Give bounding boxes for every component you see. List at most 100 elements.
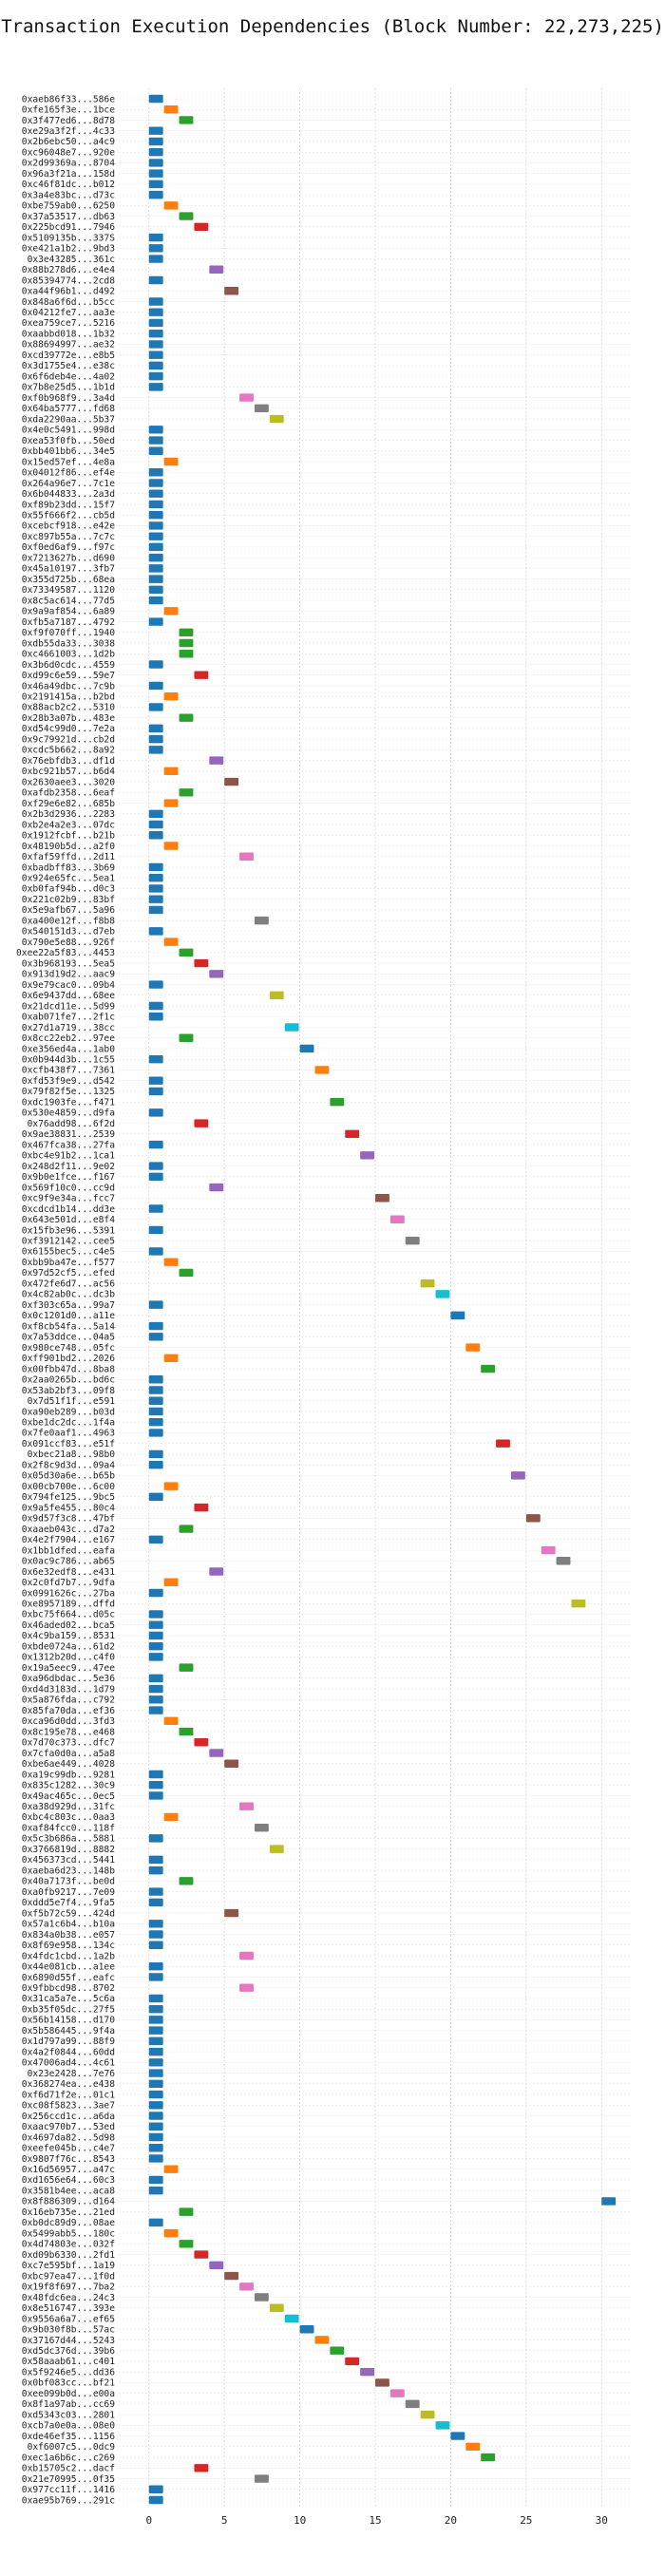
bar [179, 1268, 194, 1278]
bar [179, 638, 194, 648]
bar [194, 1503, 209, 1512]
bar [148, 895, 163, 903]
bar [148, 564, 163, 573]
y-tick-label: 0x6f6deb4e...4a02 [22, 371, 115, 382]
y-tick-label: 0x21dcd11e...5d99 [22, 1001, 115, 1012]
bar [148, 585, 163, 595]
bar [345, 2357, 360, 2366]
bars [148, 94, 617, 2505]
bar [209, 265, 224, 274]
bar [148, 831, 163, 840]
bar [148, 468, 163, 477]
x-tick-label: 5 [221, 2514, 228, 2527]
y-tick-label: 0x834a0b38...e057 [22, 1930, 115, 1941]
bar [239, 393, 254, 402]
bar [284, 2314, 299, 2323]
y-tick-label: 0x9e79cac0...09b4 [22, 980, 115, 991]
y-tick-label: 0x8c195e78...e468 [22, 1727, 115, 1737]
bar [209, 970, 224, 978]
bar [179, 788, 194, 797]
y-tick-label: 0x472fe6d7...ac56 [22, 1279, 115, 1289]
y-tick-label: 0xb15705c2...dacf [22, 2464, 115, 2474]
y-tick-label: 0xcd39772e...e8b5 [22, 350, 115, 361]
y-tick-label: 0x9556a6a7...ef65 [22, 2314, 115, 2324]
y-tick-label: 0x7fe0aaf1...4963 [22, 1429, 115, 1439]
y-tick-label: 0x2191415a...b2bd [22, 691, 115, 702]
bar [179, 1663, 194, 1672]
y-tick-label: 0xdb55da33...3038 [22, 638, 115, 649]
bar [148, 1535, 163, 1544]
y-tick-label: 0x9a9af854...6a89 [22, 607, 115, 617]
bar [163, 105, 179, 114]
y-tick-label: 0xa90eb289...b03d [22, 1407, 115, 1417]
y-tick-label: 0x48fdc6ea...24c3 [22, 2293, 115, 2303]
bar [148, 1247, 163, 1256]
y-tick-label: 0xcdc5b662...8a92 [22, 746, 115, 756]
bar [148, 724, 163, 733]
y-tick-label: 0xf6d71f2e...01c1 [22, 2090, 115, 2100]
bar [148, 1834, 163, 1843]
bar [209, 2261, 224, 2270]
y-tick-label: 0x1312b20d...c4f0 [22, 1653, 115, 1663]
y-tick-label: 0x88694997...ae32 [22, 340, 115, 350]
y-tick-label: 0xda2290aa...5b37 [22, 414, 115, 425]
bar [148, 308, 163, 316]
y-tick-label: 0x3e43285...361c [28, 255, 115, 265]
bar [254, 916, 269, 925]
y-tick-label: 0x3581b4ee...aca8 [22, 2186, 115, 2196]
bar [148, 1204, 163, 1213]
bar [148, 596, 163, 605]
y-tick-label: 0xc08f5823...3ae7 [22, 2101, 115, 2112]
y-tick-label: 0x8f1a97ab...cc69 [22, 2399, 115, 2410]
bar [148, 2112, 163, 2120]
bar [481, 1364, 496, 1373]
y-tick-label: 0x9fbbcd98...8702 [22, 1983, 115, 1994]
y-tick-label: 0x9a5fe455...80c4 [22, 1503, 115, 1513]
bar [224, 1759, 239, 1768]
bar [148, 500, 163, 509]
y-tick-label: 0xbe6ae449...4028 [22, 1759, 115, 1770]
y-tick-label: 0x00fbb47d...8ba8 [22, 1364, 115, 1374]
bar [269, 2303, 284, 2312]
bar [179, 2207, 194, 2216]
bar [148, 617, 163, 626]
y-tick-label: 0x57a1c6b4...b10a [22, 1920, 115, 1930]
y-tick-label: 0x3766819d...8882 [22, 1845, 115, 1855]
y-tick-label: 0x5e9afb67...5a96 [22, 905, 115, 916]
y-tick-label: 0x15fb3e96...5391 [22, 1225, 115, 1236]
y-tick-label: 0x3d1755e4...e38c [22, 361, 115, 371]
bar [269, 1845, 284, 1853]
bar [148, 1300, 163, 1309]
y-tick-label: 0x456373cd...5441 [22, 1855, 115, 1866]
y-tick-label: 0xbc97ea47...1f0d [22, 2271, 115, 2282]
y-tick-label: 0x3f477ed6...8d78 [22, 116, 115, 126]
bar [299, 2325, 314, 2334]
y-tick-label: 0xea53f0fb...50ed [22, 436, 115, 446]
bar [254, 2293, 269, 2301]
y-tick-label: 0xeefe045b...c4e7 [22, 2144, 115, 2154]
bar [148, 542, 163, 552]
y-tick-label: 0xca96d0dd...3fd3 [22, 1716, 115, 1727]
y-tick-label: 0x5f9246e5...dd36 [22, 2367, 115, 2377]
bar [148, 489, 163, 498]
y-tick-label: 0xbe759ab0...6250 [22, 201, 115, 212]
y-tick-label: 0x7b8e25d5...1b1d [22, 383, 115, 393]
y-tick-label: 0xaeba6d23...148b [22, 1866, 115, 1876]
x-tick-label: 0 [145, 2514, 152, 2527]
bar [269, 414, 284, 424]
bar [148, 862, 163, 872]
bar [148, 446, 163, 455]
bar [390, 2389, 405, 2397]
bar [148, 2485, 163, 2493]
y-tick-label: 0x46aded02...bca5 [22, 1620, 115, 1631]
bar [239, 852, 254, 861]
bar [148, 734, 163, 744]
y-tick-label: 0x6e32edf8...e431 [22, 1567, 115, 1578]
bar [148, 126, 163, 135]
y-tick-label: 0x4e2f7904...e167 [22, 1535, 115, 1545]
bar [148, 2016, 163, 2024]
y-tick-label: 0x7d51f1f...e591 [28, 1396, 116, 1407]
bar [148, 350, 163, 359]
y-tick-label: 0x15ed57ef...4e8a [22, 457, 115, 467]
bar [148, 1087, 163, 1096]
